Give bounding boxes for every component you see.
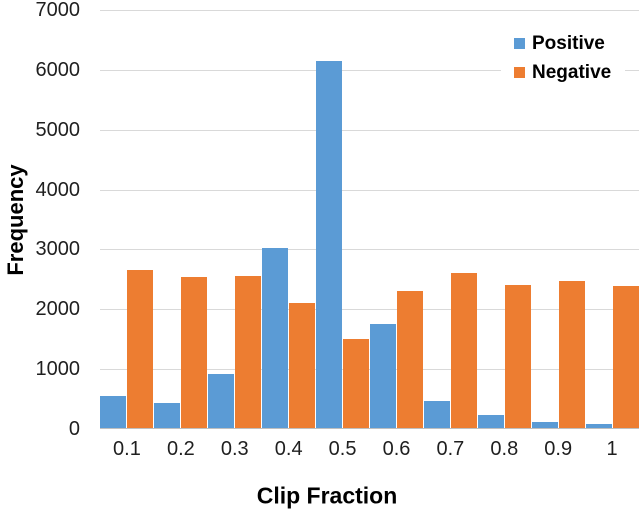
bar-negative-0.1 <box>127 269 154 429</box>
bar-positive-0.2 <box>154 402 181 429</box>
bar-negative-1 <box>612 285 639 429</box>
bar-positive-0.6 <box>369 324 396 429</box>
x-tick-label: 0.4 <box>274 438 303 460</box>
bar-negative-0.8 <box>504 284 531 429</box>
bar-positive-0.9 <box>531 421 558 429</box>
legend-label: Negative <box>532 61 612 83</box>
bar-positive-0.4 <box>262 248 289 429</box>
y-tick-label: 4000 <box>35 178 81 201</box>
legend: Positive Negative <box>501 26 625 90</box>
bar-group-0.1 <box>100 10 154 429</box>
bar-group-0.3 <box>208 10 262 429</box>
gridline-2000 <box>100 309 639 311</box>
bar-negative-0.2 <box>181 276 208 429</box>
bar-group-1 <box>585 10 639 429</box>
x-tick-label: 0.5 <box>328 438 357 460</box>
x-tick-label: 0.1 <box>113 438 141 460</box>
x-axis-line <box>100 428 639 429</box>
bar-group-0.9 <box>531 10 585 429</box>
bar-negative-0.7 <box>450 273 477 429</box>
x-tick-label: 0.3 <box>220 438 249 460</box>
legend-swatch-icon <box>514 38 525 49</box>
bar-positive-0.1 <box>100 396 127 429</box>
bar-negative-0.5 <box>343 339 370 429</box>
bar-group-0.6 <box>369 10 424 429</box>
legend-swatch-icon <box>514 67 525 78</box>
gridline-1000 <box>100 369 639 371</box>
x-axis-title: Clip Fraction <box>256 482 398 509</box>
x-tick-label: 0.7 <box>436 438 465 460</box>
y-tick-label: 3000 <box>35 238 81 261</box>
y-tick-label: 5000 <box>35 118 81 141</box>
bar-positive-0.3 <box>208 373 235 429</box>
x-tick-label: 0.6 <box>382 438 411 460</box>
y-tick-label: 7000 <box>35 0 81 21</box>
bar-positive-0.8 <box>477 414 504 429</box>
bar-negative-0.3 <box>235 275 262 429</box>
y-tick-label: 1000 <box>35 358 81 381</box>
y-tick-label: 0 <box>68 418 80 440</box>
bar-group-0.8 <box>477 10 531 429</box>
x-tick-label: 0.2 <box>166 438 195 460</box>
x-axis-tick-labels: 0.1 0.2 0.3 0.4 0.5 0.6 0.7 0.8 0.9 1 <box>100 438 639 461</box>
bar-negative-0.9 <box>558 281 585 429</box>
y-tick-label: 6000 <box>35 58 81 81</box>
bar-positive-0.7 <box>423 400 450 429</box>
bar-group-0.5 <box>316 10 370 429</box>
bar-positive-1 <box>585 424 612 429</box>
bar-negative-0.6 <box>396 291 423 429</box>
gridline-3000 <box>100 249 639 251</box>
bar-positive-0.5 <box>316 60 343 429</box>
gridline-6000 <box>100 69 639 71</box>
plot-area <box>100 10 639 429</box>
y-axis-tick-labels: 0 1000 2000 3000 4000 5000 6000 7000 <box>0 0 81 440</box>
gridline-7000 <box>100 10 639 11</box>
bars-container <box>100 10 639 429</box>
legend-item-positive: Positive <box>514 29 625 58</box>
x-tick-label: 0.8 <box>490 438 519 460</box>
gridline-5000 <box>100 129 639 131</box>
bar-negative-0.4 <box>289 303 316 429</box>
gridline-4000 <box>100 189 639 191</box>
y-tick-label: 2000 <box>35 298 81 321</box>
bar-group-0.4 <box>262 10 316 429</box>
bar-group-0.2 <box>154 10 208 429</box>
legend-label: Positive <box>532 32 605 54</box>
bar-group-0.7 <box>423 10 477 429</box>
x-tick-label: 0.9 <box>544 438 573 460</box>
x-tick-label: 1 <box>606 438 618 460</box>
legend-item-negative: Negative <box>514 58 625 87</box>
